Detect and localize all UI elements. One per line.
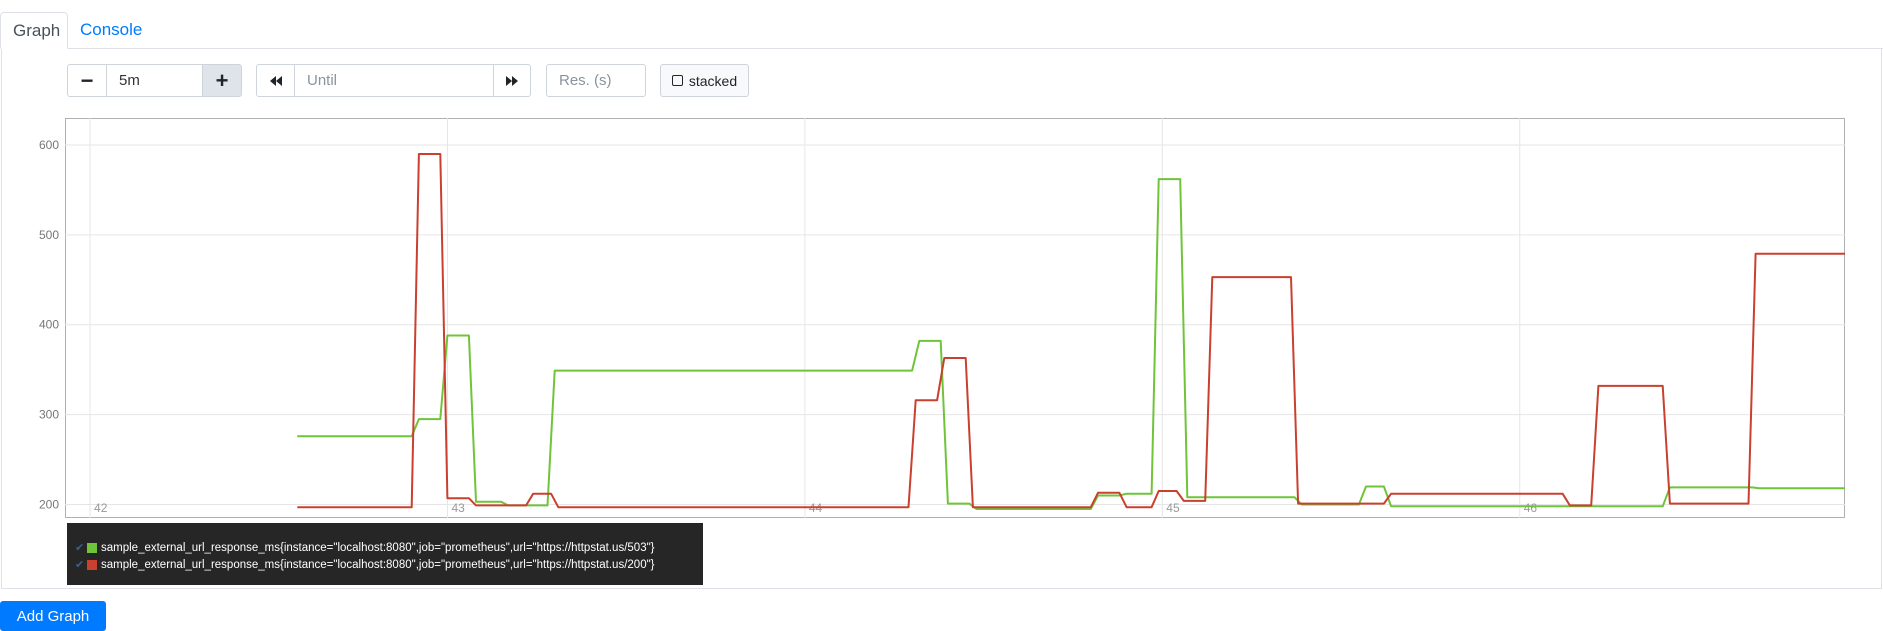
resolution-placeholder: Res. (s) <box>559 72 612 89</box>
range-input[interactable]: 5m <box>106 64 203 97</box>
y-tick-label: 200 <box>39 498 59 512</box>
series-swatch-200 <box>87 559 97 570</box>
x-tick-label: 45 <box>1166 501 1180 515</box>
check-icon: ✔ <box>75 559 85 571</box>
tab-console[interactable]: Console <box>80 20 143 39</box>
x-tick-label: 42 <box>94 501 108 515</box>
resolution-input[interactable]: Res. (s) <box>546 64 646 97</box>
x-tick-label: 46 <box>1524 501 1538 515</box>
plot-frame <box>65 118 1845 518</box>
time-forward-button[interactable] <box>493 64 531 97</box>
plus-icon: + <box>215 67 229 93</box>
tab-bar: Graph Console <box>0 0 1883 49</box>
time-back-button[interactable] <box>256 64 295 97</box>
y-tick-label: 400 <box>39 318 59 332</box>
check-icon: ✔ <box>75 542 85 554</box>
legend: ✔ sample_external_url_response_ms{instan… <box>67 523 703 585</box>
until-placeholder: Until <box>307 72 338 89</box>
add-graph-button[interactable]: Add Graph <box>0 601 106 631</box>
until-input[interactable]: Until <box>294 64 494 97</box>
series-swatch-503 <box>87 542 97 553</box>
x-tick-label: 43 <box>451 501 465 515</box>
legend-label-503: sample_external_url_response_ms{instance… <box>101 541 655 554</box>
stacked-label: stacked <box>688 72 738 89</box>
y-tick-label: 600 <box>39 138 59 152</box>
tab-graph[interactable]: Graph <box>0 12 68 49</box>
legend-label-200: sample_external_url_response_ms{instance… <box>101 558 655 571</box>
range-increase-button[interactable]: + <box>202 64 242 97</box>
minus-icon: − <box>80 67 94 93</box>
graph-panel <box>1 49 1882 589</box>
rewind-icon <box>269 75 282 86</box>
checkbox-icon <box>671 75 683 86</box>
range-decrease-button[interactable]: − <box>67 64 107 97</box>
legend-item-200[interactable]: ✔ sample_external_url_response_ms{instan… <box>75 556 703 573</box>
fast-forward-icon <box>506 75 518 86</box>
y-tick-label: 300 <box>39 408 59 422</box>
graph-chart[interactable]: 200 300 400 500 600 42 43 44 45 46 <box>39 118 1845 518</box>
series-line-0 <box>297 178 1845 510</box>
legend-item-503[interactable]: ✔ sample_external_url_response_ms{instan… <box>75 539 703 556</box>
series-line-1 <box>297 153 1845 509</box>
y-tick-label: 500 <box>39 228 59 242</box>
stacked-toggle-button[interactable]: stacked <box>660 64 749 97</box>
